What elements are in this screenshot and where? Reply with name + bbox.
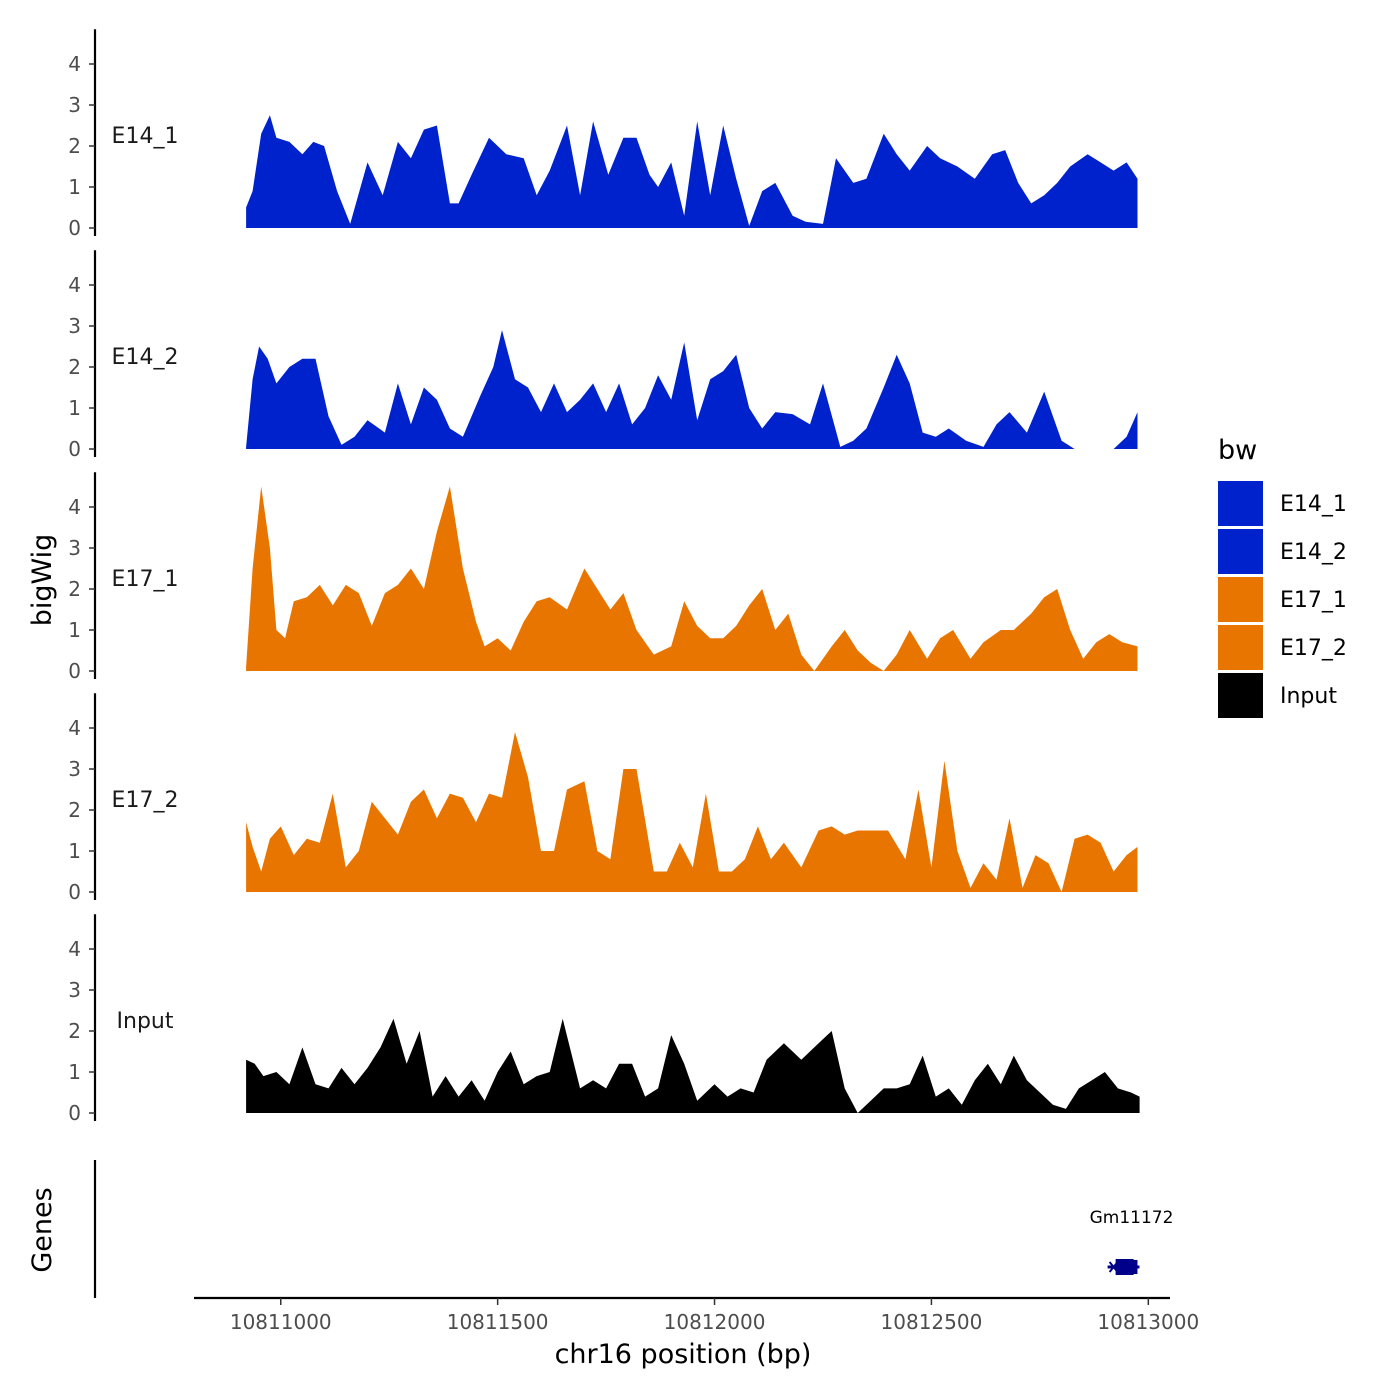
y-tick-label: 0	[68, 1101, 81, 1125]
legend-label: E17_1	[1280, 588, 1347, 613]
area-series-e14_1	[246, 115, 1138, 228]
legend-entry-e17_2: E17_2	[1218, 625, 1347, 670]
legend-entry-input: Input	[1218, 673, 1337, 718]
y-tick-label: 2	[68, 355, 81, 379]
track-label: E17_2	[112, 788, 179, 813]
track-panel-e17_2: 0 1 2 3 4 E17_2	[68, 693, 1138, 904]
genes-panel: Gm11172	[93, 1160, 1174, 1298]
y-tick-label: 3	[68, 93, 81, 117]
gene-strand-icon	[1108, 1261, 1119, 1273]
legend-swatch	[1218, 481, 1263, 526]
legend-swatch	[1218, 529, 1263, 574]
track-label: E17_1	[112, 567, 179, 592]
legend-entry-e14_1: E14_1	[1218, 481, 1347, 526]
legend-swatch	[1218, 625, 1263, 670]
legend-label: E14_2	[1280, 540, 1347, 565]
x-tick-label: 10812000	[664, 1310, 766, 1334]
y-tick-label: 2	[68, 1019, 81, 1043]
x-tick-label: 10813000	[1097, 1310, 1199, 1334]
y-tick-label: 1	[68, 618, 81, 642]
y-tick-label: 3	[68, 314, 81, 338]
gene-gm11172: Gm11172	[1090, 1208, 1174, 1275]
legend-label: E14_1	[1280, 492, 1347, 517]
y-tick-label: 1	[68, 175, 81, 199]
legend-entry-e14_2: E14_2	[1218, 529, 1347, 574]
area-series-input	[246, 1018, 1140, 1113]
y-tick-label: 2	[68, 134, 81, 158]
y-tick-label: 3	[68, 536, 81, 560]
y-tick-label: 1	[68, 1060, 81, 1084]
y-tick-label: 4	[68, 716, 81, 740]
y-tick-label: 1	[68, 839, 81, 863]
x-axis-title: chr16 position (bp)	[555, 1339, 812, 1370]
area-series-e17_2	[246, 732, 1138, 892]
y-axis-title: bigWig	[27, 534, 58, 627]
track-panel-input: 0 1 2 3 4 Input	[68, 914, 1140, 1125]
legend-swatch	[1218, 577, 1263, 622]
y-tick-label: 3	[68, 757, 81, 781]
legend: bw E14_1 E14_2 E17_1 E17_2 Input	[1218, 435, 1347, 718]
y-tick-label: 1	[68, 396, 81, 420]
x-tick-label: 10811000	[230, 1310, 332, 1334]
track-panel-e14_2: 0 1 2 3 4 E14_2	[68, 250, 1138, 461]
y-tick-label: 0	[68, 659, 81, 683]
x-tick-label: 10811500	[447, 1310, 549, 1334]
area-series-e14_2	[246, 330, 1138, 449]
y-tick-label: 0	[68, 216, 81, 240]
track-panel-e14_1: 0 1 2 3 4 E14_1	[68, 29, 1138, 240]
y-tick-label: 4	[68, 273, 81, 297]
area-series-e17_1	[246, 486, 1138, 671]
y-tick-label: 0	[68, 880, 81, 904]
track-panel-e17_1: 0 1 2 3 4 E17_1	[68, 472, 1138, 683]
genes-axis-title: Genes	[27, 1187, 58, 1272]
y-tick-label: 4	[68, 495, 81, 519]
y-tick-label: 4	[68, 52, 81, 76]
gene-label: Gm11172	[1090, 1208, 1174, 1228]
x-tick-label: 10812500	[881, 1310, 983, 1334]
y-tick-label: 3	[68, 978, 81, 1002]
legend-label: E17_2	[1280, 636, 1347, 661]
track-label: E14_1	[112, 124, 179, 149]
gene-exon	[1127, 1260, 1138, 1274]
legend-label: Input	[1280, 684, 1337, 709]
track-label: Input	[117, 1009, 174, 1034]
track-panels: 0 1 2 3 4 E14_1 0 1 2 3 4 E14_2 0 1 2 3 4 E17_1 0 1 2 3 4 E17_2…	[68, 29, 1140, 1125]
legend-title: bw	[1218, 435, 1257, 466]
y-tick-label: 2	[68, 798, 81, 822]
y-tick-label: 4	[68, 937, 81, 961]
x-axis: 10811000 10811500 10812000 10812500 10813000	[194, 1296, 1199, 1334]
legend-entry-e17_1: E17_1	[1218, 577, 1347, 622]
y-tick-label: 2	[68, 577, 81, 601]
track-label: E14_2	[112, 345, 179, 370]
legend-swatch	[1218, 673, 1263, 718]
y-tick-label: 0	[68, 437, 81, 461]
